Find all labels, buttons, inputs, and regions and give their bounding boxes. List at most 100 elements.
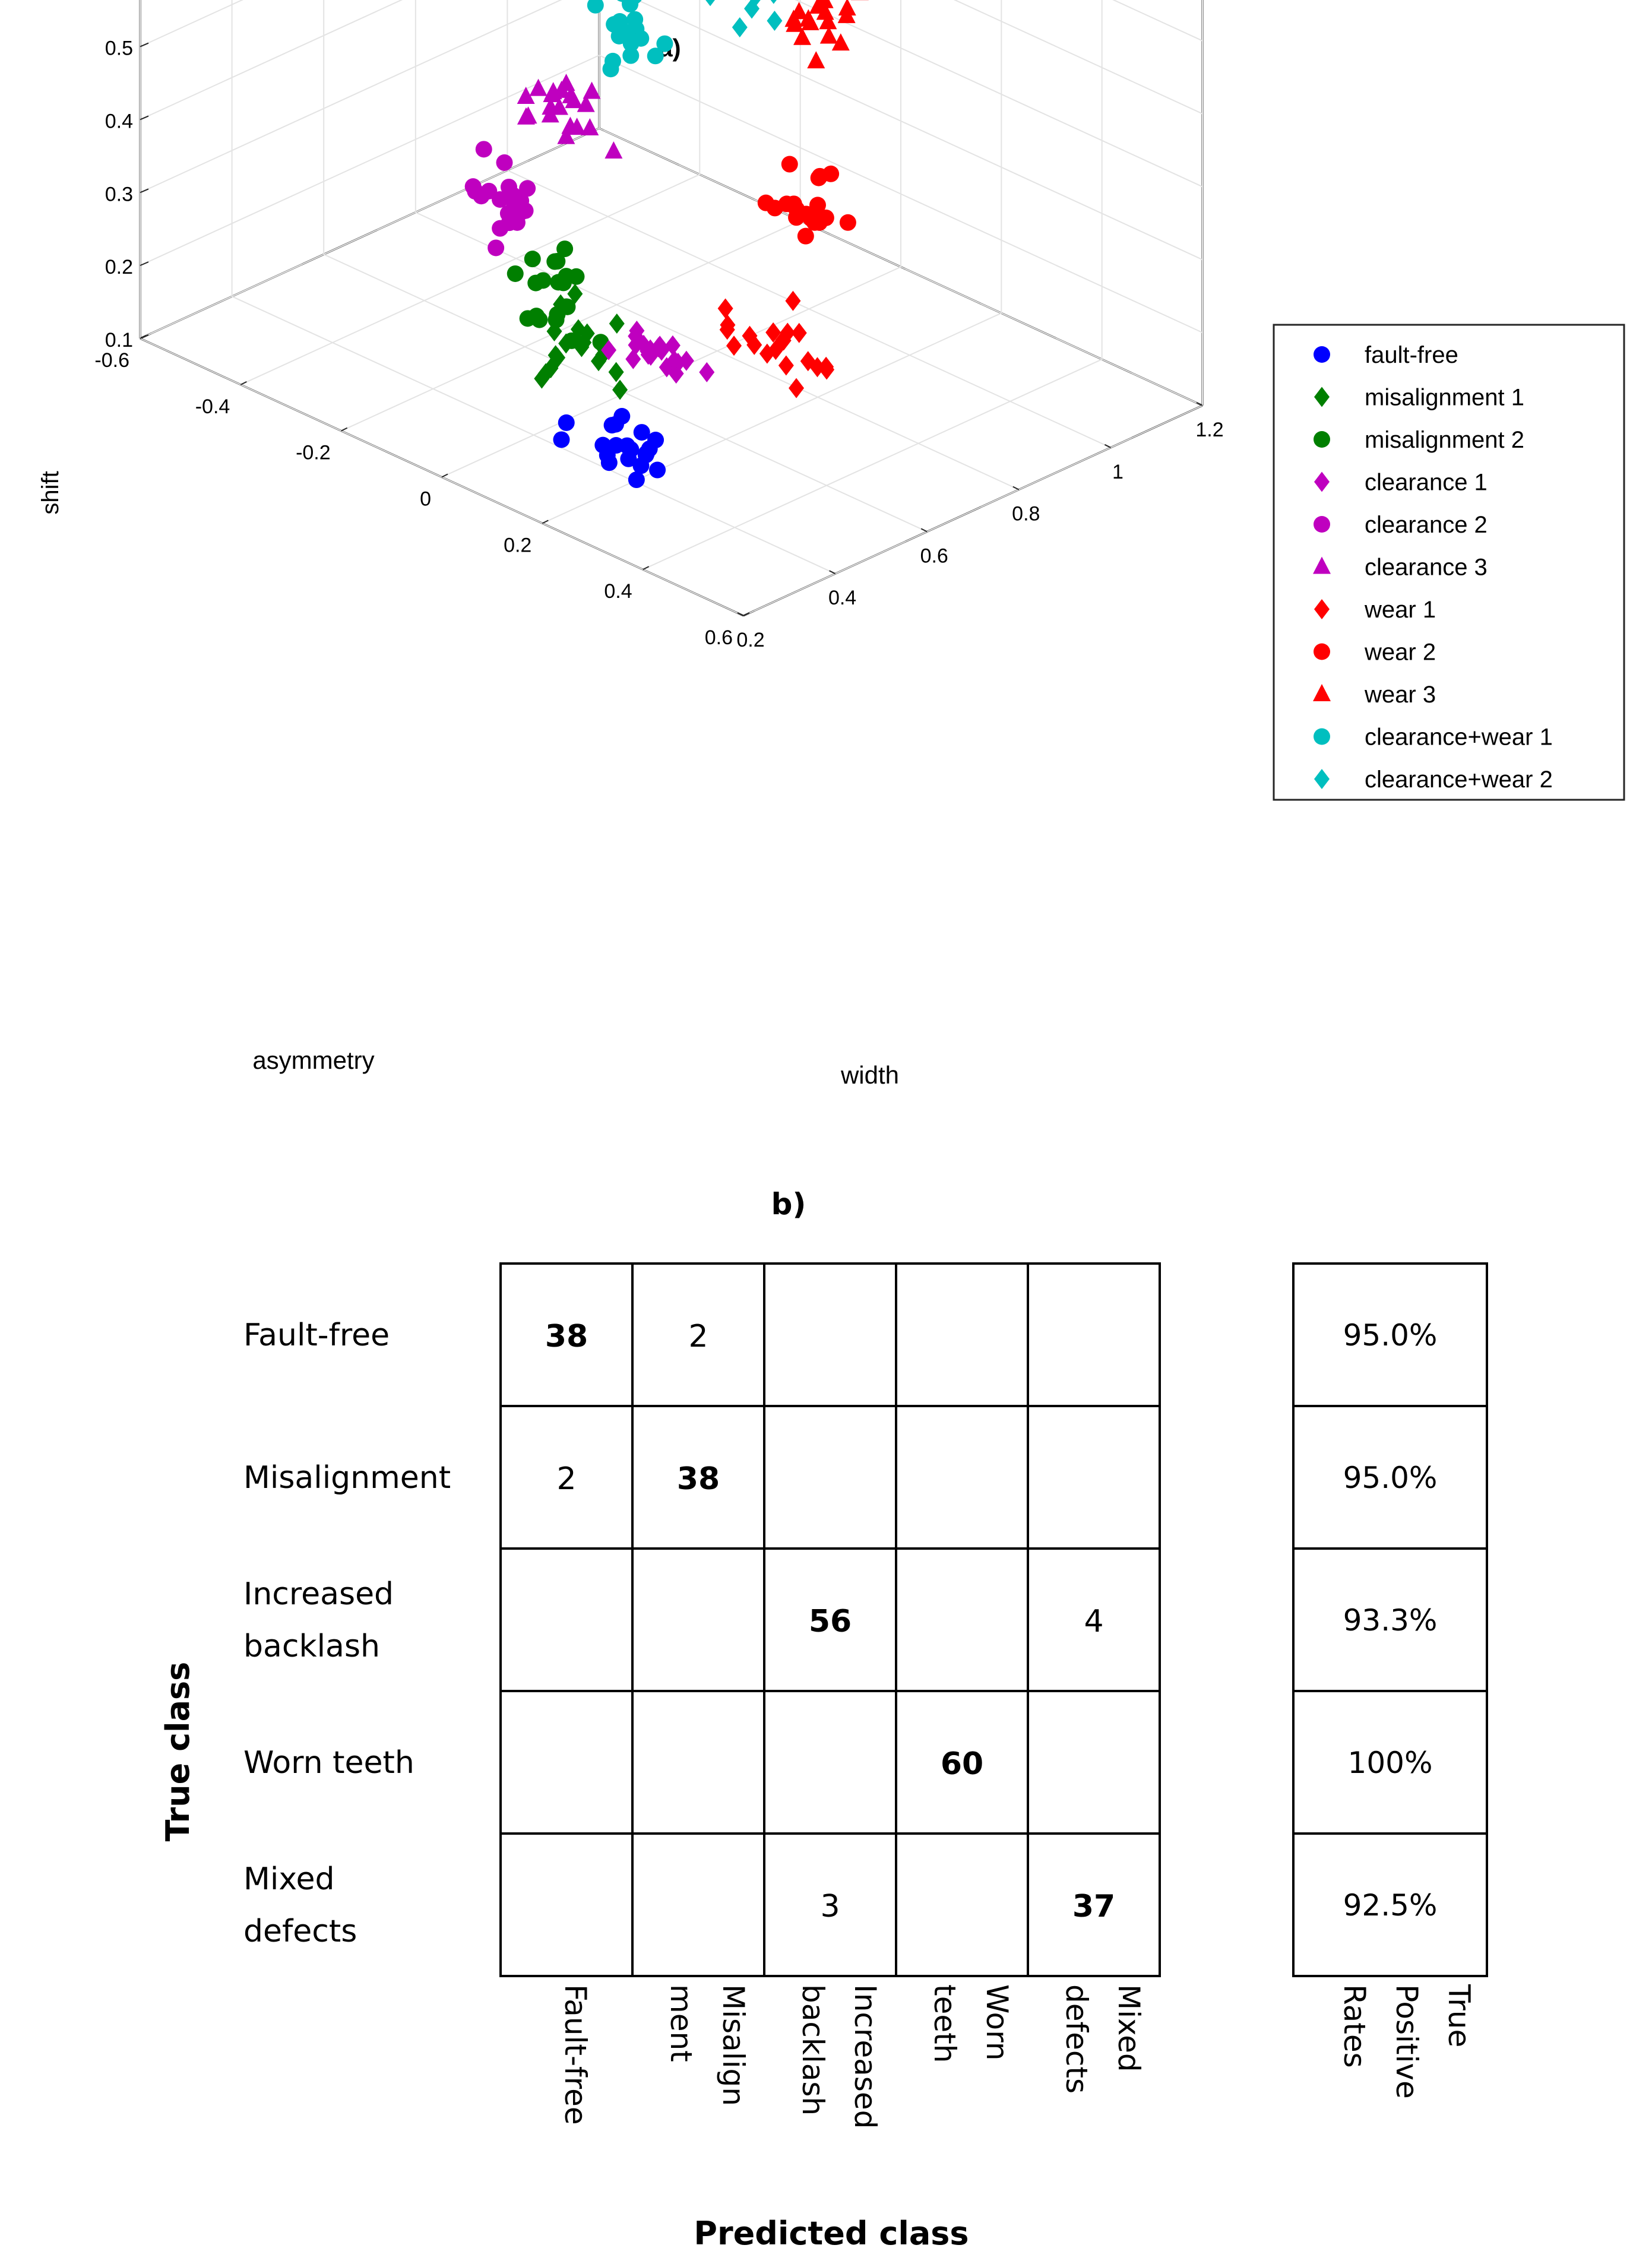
point-misalignment-1 bbox=[543, 358, 559, 379]
legend-marker-wear-2 bbox=[1314, 643, 1330, 660]
rate-value: 95.0% bbox=[1343, 1318, 1438, 1353]
matrix-cell bbox=[631, 1832, 765, 1977]
diagonal-count: 37 bbox=[1072, 1889, 1115, 1924]
x-tick-label: 0 bbox=[420, 488, 431, 511]
z-tick-mark bbox=[140, 261, 149, 267]
axes-back-walls bbox=[139, 0, 1204, 617]
legend-marker-wear-3 bbox=[1313, 684, 1331, 701]
point-clearance-3 bbox=[562, 86, 580, 103]
matrix-cell bbox=[895, 1262, 1029, 1407]
point-wear-1 bbox=[778, 355, 794, 376]
point-misalignment-2 bbox=[563, 332, 580, 349]
point-clearance-2 bbox=[488, 239, 505, 257]
y-tick-label: 0.6 bbox=[920, 544, 948, 567]
y-tick-label: 0.2 bbox=[736, 629, 764, 651]
confusion-matrix-cells: 38 2 2 38 56 4 60 3 37 bbox=[545, 1319, 1115, 1924]
point-clearance-wear-1 bbox=[606, 16, 623, 33]
x-tick-label: 0.6 bbox=[705, 626, 733, 649]
y-tick-label: 1 bbox=[1112, 461, 1124, 483]
point-fault-free bbox=[553, 431, 570, 448]
predicted-class-label: Predicted class bbox=[694, 2215, 969, 2252]
column-label: Misalign bbox=[716, 1984, 751, 2106]
z-axis-label: shift bbox=[37, 471, 64, 514]
point-clearance-1 bbox=[666, 350, 682, 371]
point-clearance-3 bbox=[552, 80, 571, 98]
column-label: ment bbox=[664, 1984, 698, 2062]
y-tick-label: 0.4 bbox=[828, 587, 856, 609]
matrix-cell bbox=[499, 1547, 634, 1692]
point-clearance-wear-1 bbox=[602, 61, 619, 78]
z-tick-label: 0.1 bbox=[105, 329, 133, 352]
y-tick-mark bbox=[829, 570, 836, 575]
legend-label: clearance 2 bbox=[1365, 512, 1488, 538]
point-clearance-3 bbox=[529, 78, 547, 96]
matrix-cell bbox=[895, 1405, 1029, 1550]
grid-line bbox=[415, 211, 1020, 490]
point-wear-1 bbox=[759, 343, 775, 364]
legend: fault-free misalignment 1 misalignment 2 cl… bbox=[1273, 324, 1625, 801]
column-label: Worn bbox=[980, 1984, 1014, 2060]
point-fault-free bbox=[620, 450, 637, 467]
off-diagonal-count: 2 bbox=[688, 1319, 708, 1354]
legend-label: clearance 3 bbox=[1365, 555, 1488, 581]
grid-line bbox=[599, 55, 1203, 334]
column-label: backlash bbox=[796, 1984, 830, 2116]
point-wear-1 bbox=[800, 351, 816, 372]
axes-ticks: 0.10.20.30.40.50.60.70.8-0.6-0.4-0.200.2… bbox=[94, 37, 1223, 651]
point-fault-free bbox=[637, 447, 654, 464]
row-label: Mixed defects bbox=[243, 1861, 357, 1949]
grid-line bbox=[140, 0, 403, 121]
point-misalignment-1 bbox=[567, 283, 583, 304]
x-tick-mark bbox=[341, 427, 348, 432]
scatter-3d-panel: a) 0.10.20.30.40.50.60.70.8-0.6-0.4-0.20… bbox=[37, 0, 1625, 1089]
x-tick-mark bbox=[542, 520, 549, 524]
matrix-cell bbox=[499, 1690, 634, 1835]
point-clearance-3 bbox=[519, 106, 537, 124]
point-clearance-3 bbox=[561, 116, 580, 134]
point-wear-1 bbox=[791, 322, 807, 343]
point-clearance-1 bbox=[652, 335, 668, 356]
point-clearance-2 bbox=[505, 187, 522, 204]
legend-marker-clearance-3 bbox=[1313, 556, 1331, 574]
legend-marker-clearance-wear-2 bbox=[1314, 769, 1330, 789]
legend-label: clearance 1 bbox=[1365, 470, 1488, 496]
point-clearance-wear-1 bbox=[647, 48, 664, 65]
y-tick-mark bbox=[737, 612, 744, 616]
point-clearance-3 bbox=[581, 118, 599, 136]
rate-value: 92.5% bbox=[1343, 1888, 1438, 1923]
grid-line bbox=[795, 0, 1203, 188]
point-wear-1 bbox=[719, 319, 735, 340]
point-wear-1 bbox=[785, 290, 801, 311]
point-clearance-wear-2 bbox=[758, 0, 759, 1]
row-label: Misalignment bbox=[243, 1460, 451, 1496]
point-wear-2 bbox=[797, 227, 814, 245]
legend-label: clearance+wear 2 bbox=[1365, 767, 1553, 793]
point-wear-1 bbox=[765, 322, 781, 343]
y-tick-mark bbox=[1012, 486, 1020, 490]
point-clearance-2 bbox=[496, 154, 513, 171]
point-fault-free bbox=[628, 471, 645, 489]
legend-label: wear 1 bbox=[1364, 597, 1436, 623]
point-clearance-wear-2 bbox=[767, 10, 783, 31]
point-misalignment-2 bbox=[507, 265, 524, 282]
point-clearance-wear-2 bbox=[732, 17, 748, 37]
point-wear-2 bbox=[809, 197, 826, 214]
rate-value: 95.0% bbox=[1343, 1461, 1438, 1495]
point-misalignment-1 bbox=[608, 362, 624, 382]
column-label: Increased bbox=[848, 1984, 882, 2129]
grid-line bbox=[232, 296, 836, 575]
legend-label: misalignment 2 bbox=[1365, 427, 1524, 453]
point-clearance-wear-2 bbox=[705, 0, 715, 7]
point-clearance-2 bbox=[475, 141, 492, 158]
x-tick-mark bbox=[743, 612, 750, 616]
legend-label: clearance+wear 1 bbox=[1365, 724, 1553, 751]
column-label: Fault-free bbox=[558, 1984, 593, 2125]
rates-header: Rates bbox=[1337, 1984, 1372, 2068]
legend-marker-misalignment-2 bbox=[1314, 431, 1330, 448]
point-wear-1 bbox=[775, 330, 791, 350]
point-clearance-2 bbox=[467, 183, 484, 200]
legend-marker-clearance-2 bbox=[1314, 516, 1330, 533]
grid-line bbox=[323, 254, 928, 533]
